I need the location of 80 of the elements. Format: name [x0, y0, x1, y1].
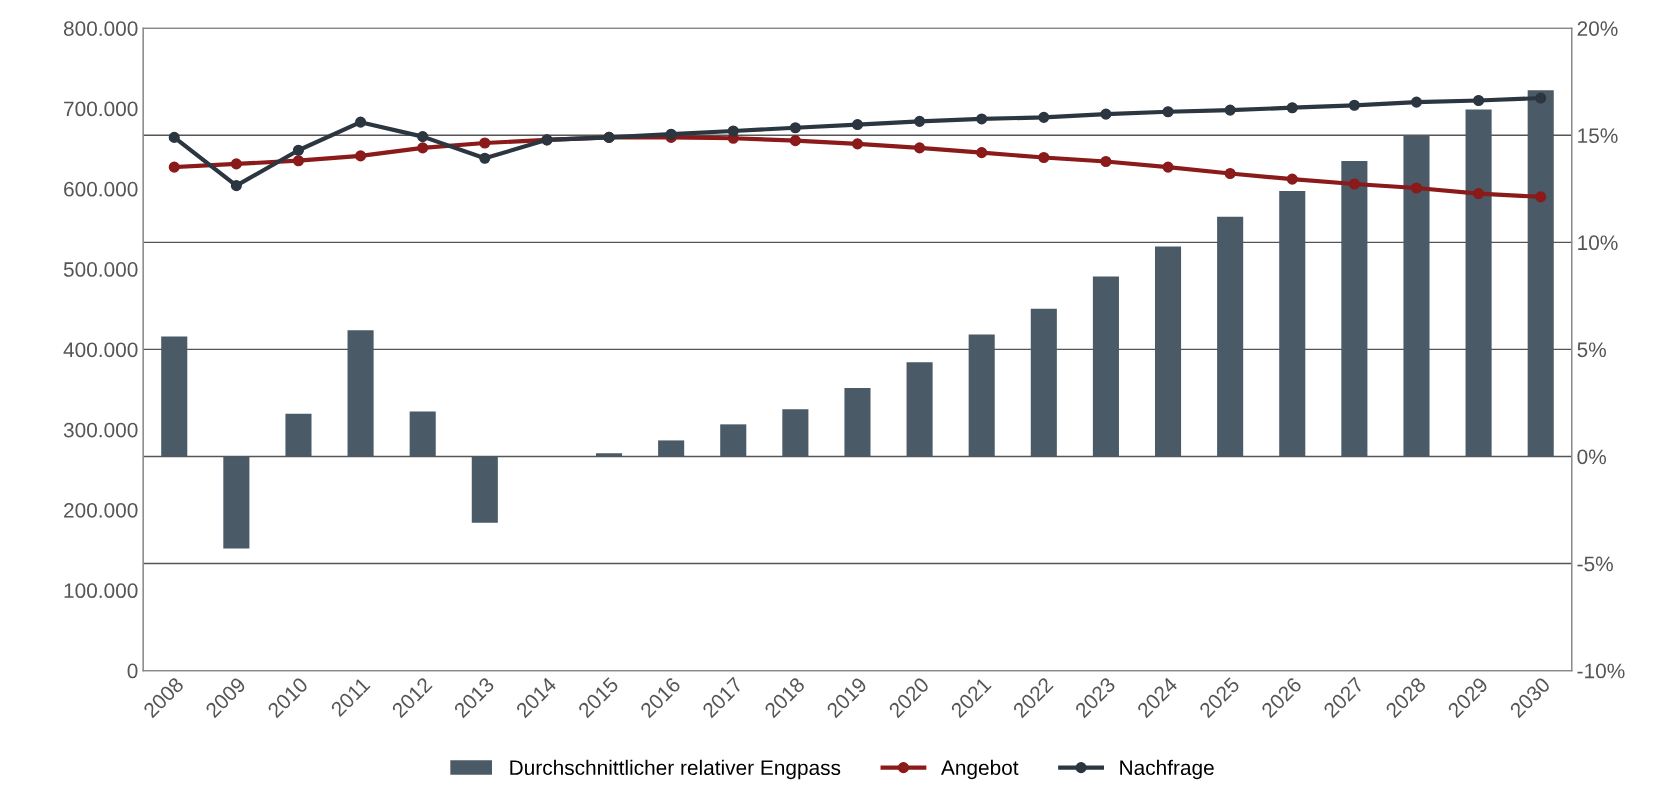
bar: [1403, 135, 1430, 457]
point: [1100, 108, 1112, 120]
bar: [1465, 109, 1492, 457]
point: [479, 152, 491, 164]
point: [1224, 104, 1236, 116]
y-tick-label: 800.000: [63, 21, 138, 36]
legend-label: Durchschnittlicher relativer Engpass: [510, 759, 841, 780]
point: [851, 138, 864, 150]
bar: [782, 409, 809, 457]
point: [168, 131, 180, 143]
point: [1535, 92, 1547, 104]
point: [1410, 96, 1423, 108]
y2-tick-label: 20%: [1577, 21, 1618, 36]
y-tick-label: 500.000: [63, 262, 138, 277]
bar: [285, 413, 312, 457]
bar: [720, 424, 747, 457]
point: [417, 142, 429, 154]
y-tick-label: 400.000: [63, 342, 138, 358]
point: [1473, 94, 1485, 107]
legend-label: Nachfrage: [1120, 759, 1214, 780]
y-tick-label: 200.000: [64, 503, 138, 518]
point: [1535, 191, 1547, 203]
bar: [223, 456, 250, 549]
bar: [1527, 90, 1554, 457]
bar: [844, 387, 871, 457]
point: [1224, 167, 1236, 180]
bar: [906, 362, 933, 457]
point: [230, 180, 242, 192]
bar: [1092, 276, 1119, 457]
bar: [471, 456, 498, 523]
y-tick-label: 300.000: [63, 422, 138, 438]
point: [168, 161, 180, 173]
point: [1162, 106, 1174, 118]
point: [1038, 111, 1050, 123]
y-tick-label: 100.000: [64, 583, 138, 599]
point: [1348, 178, 1360, 190]
point: [789, 135, 801, 147]
point: [292, 144, 305, 156]
point: [1410, 182, 1423, 194]
bar: [1154, 246, 1182, 457]
legend-label: Angebot: [941, 759, 1019, 780]
point: [1038, 151, 1050, 164]
bar: [409, 411, 436, 457]
point: [355, 116, 367, 128]
bar: [595, 453, 623, 457]
y2-tick-label: 0%: [1577, 449, 1606, 465]
point: [914, 142, 926, 154]
bar: [968, 334, 995, 457]
y-tick-label: 700.000: [64, 101, 138, 117]
y-tick-label: 600.000: [64, 181, 138, 197]
point: [914, 115, 926, 127]
bar: [658, 440, 685, 457]
point: [355, 150, 367, 162]
point: [789, 122, 801, 134]
bar: [161, 336, 188, 457]
point: [1162, 161, 1174, 173]
point: [1473, 188, 1485, 200]
y2-tick-label: 15%: [1578, 128, 1618, 144]
point: [417, 131, 429, 143]
point: [727, 125, 739, 137]
point: [1100, 155, 1112, 168]
point: [1286, 173, 1298, 185]
bar: [1341, 160, 1368, 457]
point: [976, 113, 988, 125]
y2-tick-label: -5%: [1577, 556, 1613, 572]
point: [851, 119, 864, 131]
bar: [347, 330, 374, 457]
point: [479, 137, 491, 149]
bar: [1217, 216, 1244, 457]
point: [1286, 102, 1298, 114]
point: [230, 158, 242, 170]
bar: [1279, 190, 1306, 457]
bar: [1030, 308, 1057, 457]
y2-tick-label: 5%: [1577, 342, 1606, 358]
point: [292, 155, 305, 167]
y-tick-label: 0: [127, 663, 138, 679]
y2-tick-label: -10%: [1577, 663, 1625, 679]
point: [1348, 99, 1360, 111]
point: [976, 147, 988, 159]
y2-tick-label: 10%: [1578, 235, 1618, 251]
